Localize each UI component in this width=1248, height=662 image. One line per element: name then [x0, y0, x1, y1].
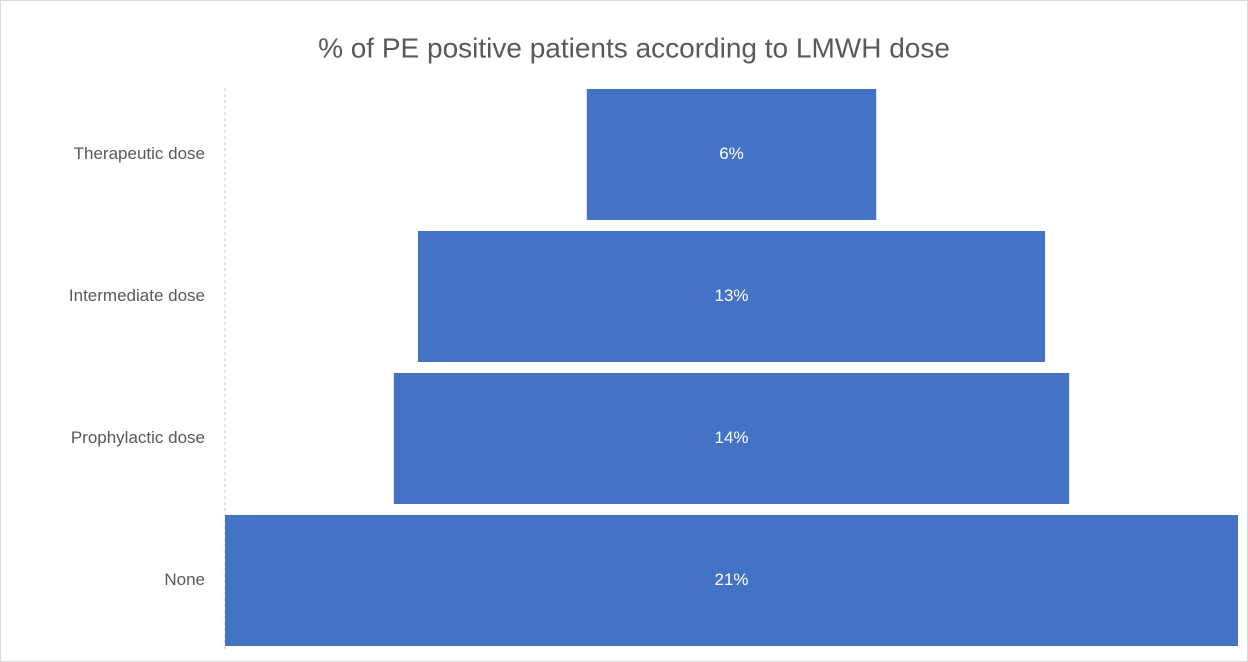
category-label: Intermediate dose — [69, 286, 205, 305]
bar — [586, 89, 877, 220]
value-label: 14% — [714, 428, 748, 447]
category-label: Prophylactic dose — [71, 428, 205, 447]
category-label: Therapeutic dose — [74, 144, 205, 163]
value-label: 21% — [714, 570, 748, 589]
bar — [417, 231, 1046, 362]
bar — [393, 373, 1070, 504]
value-label: 6% — [719, 144, 744, 163]
bar — [225, 515, 1238, 646]
category-label: None — [164, 570, 205, 589]
value-label: 13% — [714, 286, 748, 305]
chart-title: % of PE positive patients according to L… — [318, 32, 950, 63]
